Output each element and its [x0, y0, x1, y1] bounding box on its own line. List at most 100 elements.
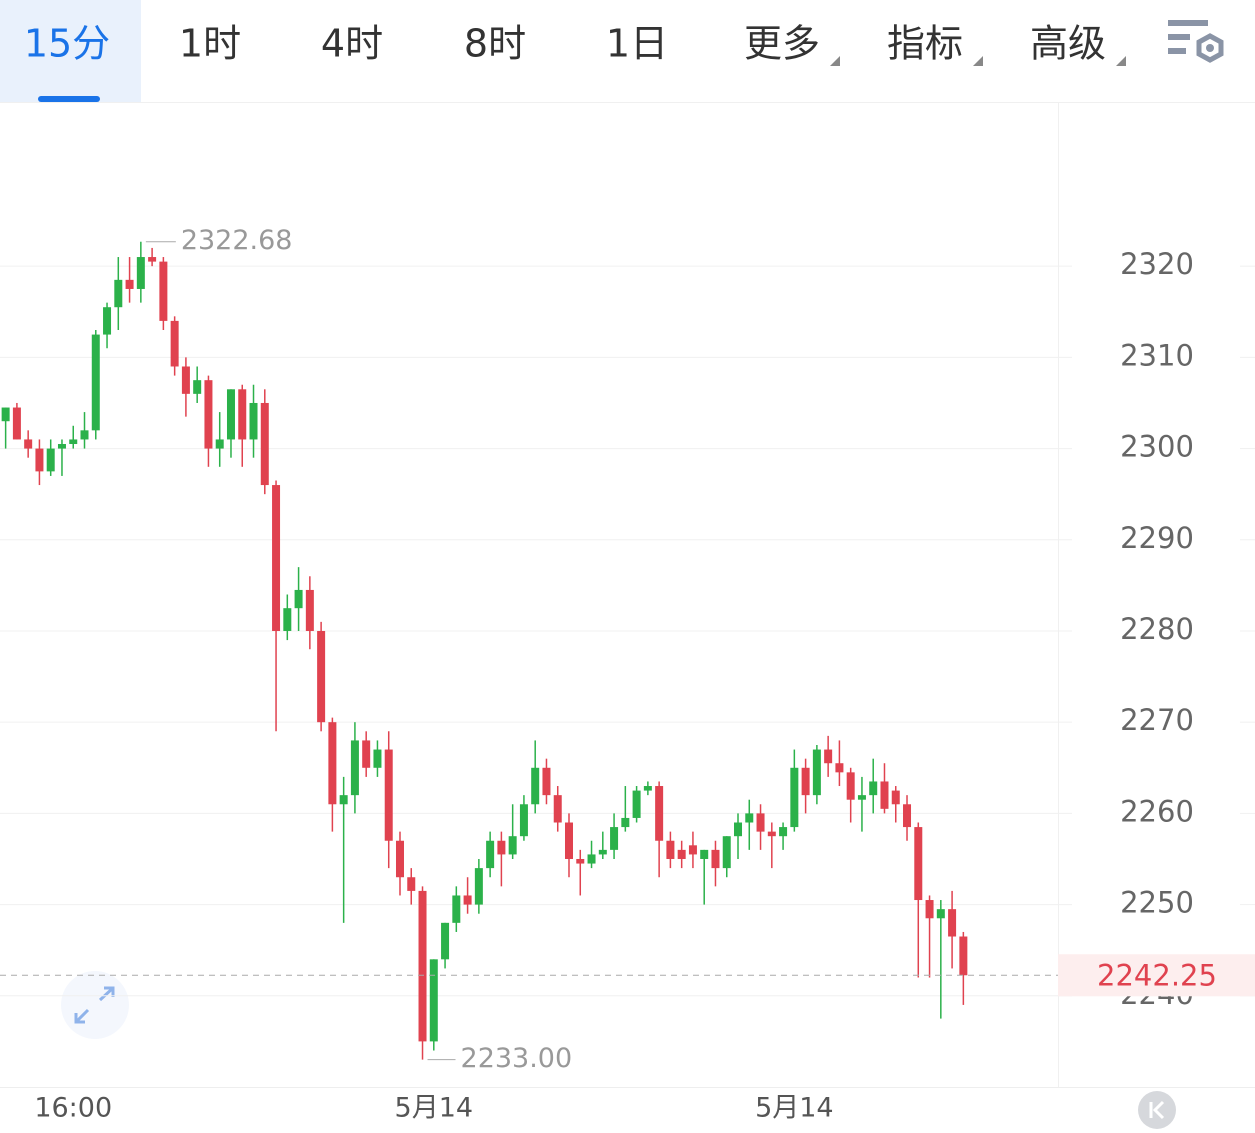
candle-body [418, 890, 427, 1042]
candle-body [350, 740, 359, 796]
candle-body [643, 786, 652, 791]
candle-body [103, 307, 112, 335]
candle-body [519, 804, 528, 837]
candle-body [486, 840, 495, 869]
candle-body [305, 589, 314, 631]
candle-body [362, 740, 371, 768]
candle-body [69, 439, 78, 445]
tab[interactable]: 更多 [744, 22, 820, 66]
tab[interactable]: 4时 [321, 22, 383, 66]
candle-body [598, 849, 607, 855]
x-tick-label: 5月14 [755, 1093, 834, 1124]
candle-body [835, 763, 844, 773]
candle-body [12, 407, 21, 440]
candle-body [846, 772, 855, 800]
candle-body [57, 444, 66, 449]
candle-body [745, 813, 754, 823]
last-price-box [1058, 954, 1255, 997]
candle-body [824, 749, 833, 764]
candle-body [655, 786, 664, 841]
tab[interactable]: 指标 [887, 22, 963, 66]
candle-body [395, 840, 404, 878]
y-tick-label: 2320 [1120, 247, 1194, 281]
candle-body [136, 257, 145, 289]
candle-body [272, 485, 281, 631]
candle-body [159, 261, 168, 321]
candle-body [531, 767, 540, 805]
y-tick-label: 2300 [1120, 430, 1194, 464]
candle-body [734, 822, 743, 837]
candle-body [215, 439, 224, 449]
candle-body [610, 827, 619, 850]
candle-body [948, 909, 957, 937]
tab[interactable]: 高级 [1030, 22, 1106, 66]
candle-body [114, 279, 123, 308]
candle-body [125, 279, 134, 289]
candle-body [790, 767, 799, 828]
candle-body [621, 817, 630, 828]
selected-tab-bg [0, 0, 141, 102]
candle-body [756, 813, 765, 832]
candle-body [722, 836, 731, 869]
expand-button[interactable] [61, 971, 129, 1039]
min-label: 2233.00 [461, 1043, 573, 1074]
candle-body [35, 448, 44, 472]
settings-icon[interactable] [1168, 20, 1224, 63]
candle-body [880, 781, 889, 809]
candle-body [542, 767, 551, 796]
y-tick-label: 2250 [1120, 886, 1194, 920]
candle-body [700, 849, 709, 859]
candle-body [711, 849, 720, 869]
candle-body [677, 849, 686, 859]
candle-body [688, 845, 697, 855]
y-tick-label: 2310 [1120, 338, 1194, 372]
tab[interactable]: 15分 [24, 22, 110, 66]
x-tick-label: 5月14 [395, 1093, 474, 1124]
candle-body [407, 877, 416, 891]
candle-body [767, 831, 776, 837]
candle-body [384, 749, 393, 841]
tab[interactable]: 1日 [606, 22, 668, 66]
candle-body [429, 959, 438, 1042]
candle-body [317, 630, 326, 723]
candle-body [463, 895, 472, 905]
candle-body [587, 854, 596, 864]
candle-body [857, 795, 866, 800]
candle-body [226, 389, 235, 440]
candle-body [666, 840, 675, 859]
tab-indicator [38, 96, 100, 102]
candle-body [260, 402, 269, 486]
candle-body [891, 790, 900, 805]
scroll-end-button[interactable] [1138, 1091, 1176, 1129]
candle-body [373, 749, 382, 768]
candle-body [238, 389, 247, 440]
candle-body [914, 827, 923, 901]
candle-body [508, 836, 517, 855]
candle-body [339, 795, 348, 805]
dropdown-arrow [973, 56, 983, 66]
candle-body [576, 858, 585, 864]
candle-body [148, 257, 157, 262]
candle-body [632, 790, 641, 818]
candle-body [801, 767, 810, 796]
candle-body [903, 804, 912, 828]
candle-body [779, 827, 788, 837]
x-tick-label: 16:00 [34, 1093, 112, 1124]
candle-body [24, 439, 33, 449]
y-tick-label: 2290 [1120, 521, 1194, 555]
dropdown-arrow [1116, 56, 1126, 66]
candle-body [170, 320, 179, 367]
last-price-label: 2242.25 [1097, 958, 1217, 992]
candle-body [812, 749, 821, 796]
tab[interactable]: 1时 [179, 22, 241, 66]
candle-body [553, 795, 562, 823]
candle-body [283, 608, 292, 631]
candle-body [1, 407, 10, 422]
candle-body [869, 781, 878, 796]
max-label: 2322.68 [181, 225, 293, 256]
candle-body [497, 840, 506, 855]
tab[interactable]: 8时 [464, 22, 526, 66]
candle-body [204, 380, 213, 449]
candle-body [925, 900, 934, 919]
